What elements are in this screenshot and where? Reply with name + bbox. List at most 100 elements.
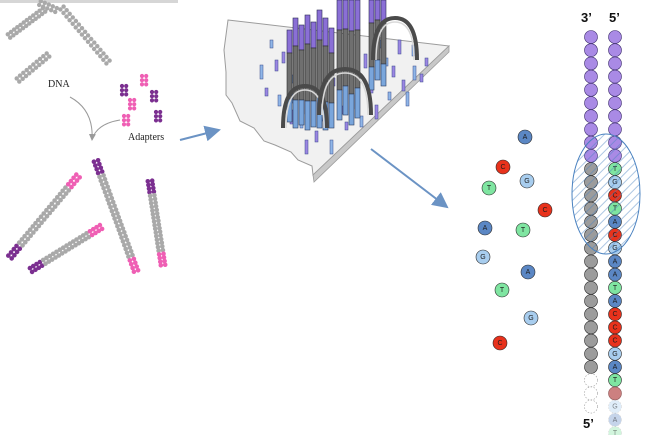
ligated-fragment-bead (151, 185, 156, 191)
template-bead (584, 307, 598, 322)
ligated-fragment-bead (71, 175, 76, 181)
ligated-fragment-bead (156, 248, 161, 253)
ligated-fragment-bead (46, 204, 52, 210)
ligated-fragment-bead (126, 241, 131, 246)
dna-fragment-bead (23, 73, 29, 79)
cluster-stub (424, 57, 429, 67)
ligated-fragment-bead (55, 195, 60, 200)
template-pending-bead (584, 386, 598, 401)
dna-label: DNA (48, 79, 70, 90)
synthesized-base: A (608, 294, 622, 308)
base-letter: T (613, 285, 618, 292)
nucleotide-letter: T (521, 227, 526, 234)
dna-fragment-bead (34, 10, 39, 16)
ligated-fragment-bead (156, 222, 162, 227)
ligated-fragment-bead (6, 253, 11, 258)
ligated-fragment-bead (126, 254, 131, 259)
synthesized-5prime-label: 5’ (609, 10, 620, 25)
adapter-bead (121, 113, 127, 119)
nucleotide-letter: G (480, 254, 485, 261)
ligated-fragment-bead (115, 211, 120, 216)
ligated-fragment-bead (57, 247, 63, 252)
adapter-bead (153, 114, 159, 119)
adapter-bead (144, 73, 149, 79)
nucleotide-letter: G (524, 178, 529, 185)
dna-fragment-bead (43, 57, 49, 62)
dna-fragment-bead (17, 73, 23, 78)
ligated-fragment-bead (11, 246, 17, 252)
ligated-fragment-bead (83, 236, 88, 242)
cluster-stub (397, 39, 402, 55)
ligated-fragment-bead (105, 197, 110, 202)
flowcell-clusters (259, 0, 429, 155)
nucleotide-bead (523, 310, 539, 326)
cluster-stub (259, 64, 264, 80)
ligated-fragment-bead (131, 256, 137, 262)
ligated-fragment-bead (152, 193, 157, 198)
ligated-fragment-bead (135, 268, 141, 273)
dna-fragment-bead (73, 25, 78, 30)
template-bead (584, 254, 598, 269)
ligated-fragment-bead (151, 219, 157, 224)
ligated-fragment-bead (150, 208, 155, 213)
ligated-fragment-bead (36, 265, 42, 271)
ligated-fragment-bead (60, 245, 66, 250)
dna-fragment-bead (95, 44, 100, 49)
adapter-bead (121, 122, 127, 127)
adapter-bead (139, 73, 145, 79)
dna-fragment-bead (27, 71, 32, 76)
cluster-stub (363, 53, 368, 69)
ligated-fragment-bead (120, 226, 126, 231)
dna-fragment-bead (47, 54, 52, 59)
dna-fragment-bead (70, 21, 75, 26)
adapter-bead (119, 83, 125, 89)
dna-fragment-bead (17, 79, 22, 84)
ligated-fragment-bead (95, 158, 101, 163)
ligated-fragment-bead (147, 190, 152, 195)
ligated-fragment-bead (94, 224, 99, 230)
nucleotide-bead (537, 202, 553, 218)
ligated-fragment-bead (42, 217, 47, 222)
cluster-strand (368, 0, 375, 91)
adapter-bead (119, 92, 125, 97)
ligated-fragment-bead (123, 246, 128, 252)
ligated-fragment-bead (117, 231, 123, 237)
incoming-base (608, 386, 622, 401)
ligated-fragment-bead (156, 218, 161, 224)
dna-fragment-bead (104, 54, 109, 60)
ligated-fragment-bead (87, 229, 93, 234)
synthesized-base: C (608, 333, 622, 348)
free-nucleotide: C (537, 202, 553, 218)
ligated-fragment-bead (90, 226, 96, 232)
dna-fragment-bead (21, 20, 26, 25)
nucleotide-bead (475, 249, 491, 265)
dna-fragment-bead (67, 11, 72, 16)
ligated-fragment-bead (117, 218, 123, 224)
dna-fragment-bead (54, 5, 59, 11)
ligated-fragment-bead (157, 255, 162, 261)
synthesized-primer-bead (608, 30, 622, 44)
dna-fragments (5, 0, 112, 84)
ligated-fragment-bead (84, 231, 89, 236)
free-nucleotide: G (475, 249, 491, 265)
ligated-fragment-bead (29, 269, 35, 275)
dna-fragment-bead (11, 27, 17, 32)
ligated-fragment-bead (44, 255, 49, 261)
ligated-fragment-bead (35, 217, 41, 223)
ligated-fragment-bead (95, 170, 101, 176)
dna-fragment-bead (107, 58, 112, 63)
ligated-fragment-bead (123, 233, 128, 239)
ligated-fragment-bead (49, 257, 55, 262)
ligated-fragment-bead (154, 207, 159, 213)
ligated-fragment-bead (108, 205, 113, 210)
dna-fragment-bead (79, 26, 85, 31)
adapter-bead (158, 109, 163, 115)
dna-fragment-bead (27, 65, 33, 70)
ligated-fragment-bead (158, 233, 163, 238)
ligated-fragment-bead (157, 225, 162, 231)
cluster-stub (281, 51, 286, 64)
nucleotide-letter: C (500, 164, 505, 171)
ligated-fragment-bead (63, 249, 68, 254)
template-bead (584, 360, 598, 374)
